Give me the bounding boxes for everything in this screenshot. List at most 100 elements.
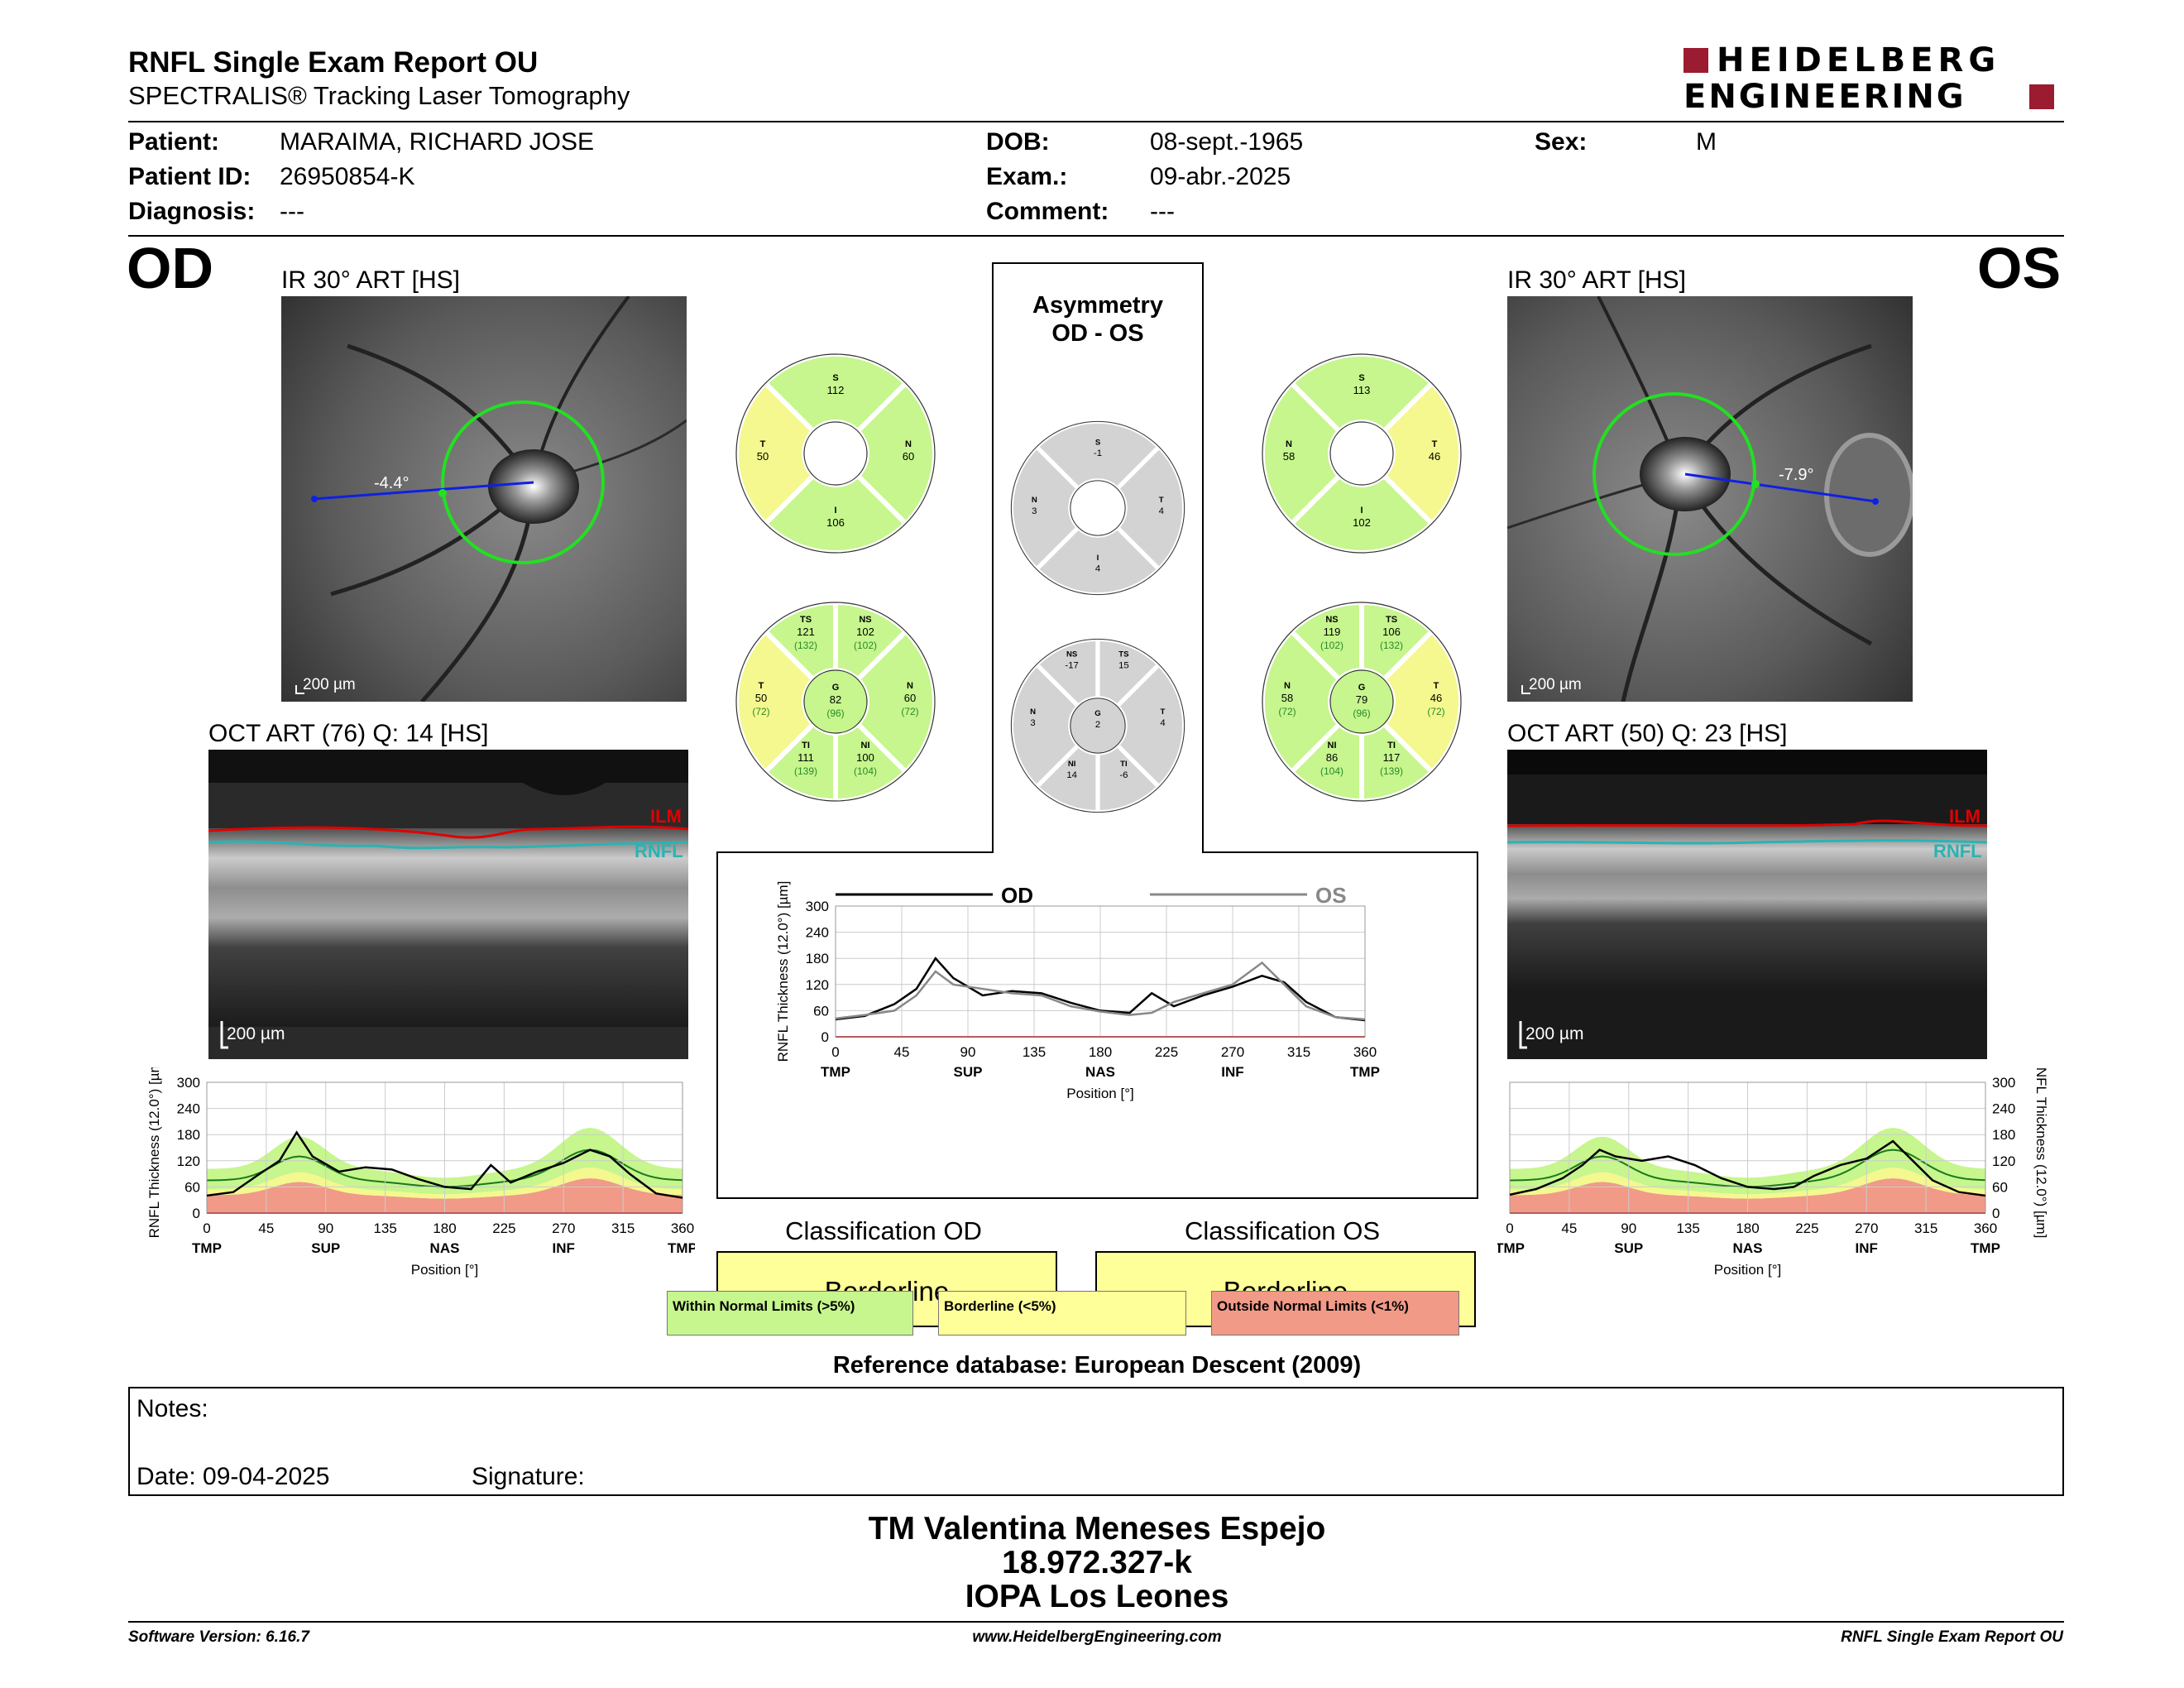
os-quad-sector-t-value: 46 <box>1429 450 1440 463</box>
od-oct-scale: 200 µm <box>227 1024 285 1043</box>
asym-detail-sector-n-label: N <box>1030 707 1036 717</box>
comment-value: --- <box>1150 198 1175 225</box>
od-chart-xaxis-label: Position [°] <box>411 1262 478 1278</box>
os-chart-xtick-label: 135 <box>1676 1220 1699 1236</box>
os-chart-xaxis-label: Position [°] <box>1714 1262 1781 1278</box>
od-quad-sector-t-value: 50 <box>757 450 769 463</box>
os-chart-ytick-label: 0 <box>1992 1206 2000 1221</box>
asym-quad-sector-s-label: S <box>1095 438 1101 447</box>
od-chart-region-label: INF <box>553 1240 575 1256</box>
od-chart-xtick-label: 180 <box>433 1220 456 1236</box>
os-detail-sector-ni-normal: (104) <box>1320 765 1343 777</box>
notes-box[interactable]: Notes: Date: 09-04-2025 Signature: <box>128 1387 2064 1496</box>
os-ir-label: IR 30° ART [HS] <box>1507 266 1686 294</box>
os-detail-sector-g-label: G <box>1358 683 1366 693</box>
od-chart-xtick-label: 0 <box>203 1220 210 1236</box>
asym-detail-sector-ts-label: TS <box>1118 650 1129 659</box>
asym-detail-sector-ns-value: -17 <box>1065 660 1078 670</box>
asym-quad-sector-n-label: N <box>1032 496 1037 505</box>
asymmetry-title: Asymmetry OD - OS <box>993 291 1203 348</box>
asym-quad-center <box>1070 480 1126 536</box>
logo-text-bottom: ENGINEERING <box>1684 78 1966 116</box>
comment-label: Comment: <box>986 198 1109 225</box>
cmp-chart-legend-label-od: OD <box>1001 883 1033 908</box>
asym-detail-sector-ti-value: -6 <box>1119 770 1128 780</box>
od-detail-sector-g[interactable] <box>803 669 868 734</box>
compare-thickness-chart[interactable]: 0 60 120 180 240 300 0 45 90 135 180 225 270 315 360 TM… <box>745 869 1390 1142</box>
od-chart-ytick-label: 120 <box>177 1153 200 1169</box>
od-detail-sector-t-normal: (72) <box>752 706 769 717</box>
os-chart-xtick-label: 45 <box>1561 1220 1577 1236</box>
os-quad-sector-n-value: 58 <box>1283 450 1295 463</box>
asym-detail-sector-ni-value: 14 <box>1066 770 1077 780</box>
os-detail-sector-g[interactable] <box>1329 669 1394 734</box>
od-ilm-tag: ILM <box>650 806 682 827</box>
cmp-chart-ytick-label: 240 <box>806 925 829 941</box>
os-chart-xtick-label: 360 <box>1974 1220 1997 1236</box>
os-chart-plot-frame <box>1509 1081 1986 1214</box>
od-rnfl-tag: RNFL <box>635 841 683 861</box>
asym-detail-sector-g[interactable] <box>1070 698 1126 754</box>
footer-website[interactable]: www.HeidelbergEngineering.com <box>972 1628 1222 1646</box>
od-detail-sector-ti-normal: (139) <box>794 765 817 777</box>
os-detail-sector-ti-label: TI <box>1387 741 1396 750</box>
os-rnfl-tag: RNFL <box>1933 841 1982 861</box>
od-detail-sector-ti-label: TI <box>802 741 810 750</box>
os-fundus-drawing: -7.9° 200 µm <box>1507 296 1913 702</box>
os-oct-image[interactable]: ILM RNFL 200 µm <box>1507 750 1987 1059</box>
asym-detail-sector-ti-label: TI <box>1120 760 1128 769</box>
cmp-chart-ytick-label: 60 <box>813 1003 829 1019</box>
od-chart-yaxis-label: RNFL Thickness (12.0°) [µm] <box>146 1067 162 1238</box>
reference-database: Reference database: European Descent (20… <box>832 1352 1362 1379</box>
od-thickness-chart[interactable]: 0 60 120 180 240 300 0 45 90 135 180 225 270 315 360 TM… <box>132 1067 695 1316</box>
od-fundus-image[interactable]: -4.4° 200 µm <box>281 296 687 702</box>
od-ir-label: IR 30° ART [HS] <box>281 266 460 294</box>
os-fundus-image[interactable]: -7.9° 200 µm <box>1507 296 1913 702</box>
os-detail-sector-g-value: 79 <box>1356 693 1367 706</box>
os-chart-xtick-label: 180 <box>1736 1220 1759 1236</box>
od-chart-region-label: TMP <box>192 1240 222 1256</box>
od-chart-xtick-label: 45 <box>258 1220 274 1236</box>
report-title: RNFL Single Exam Report OU <box>128 46 539 79</box>
os-quad-sector-i-value: 102 <box>1353 516 1371 529</box>
os-quad-outline <box>1262 353 1462 554</box>
od-fundus-drawing: -4.4° 200 µm <box>281 296 687 702</box>
logo-square-top <box>1684 48 1708 73</box>
od-chart-xtick-label: 90 <box>318 1220 333 1236</box>
od-detail-sector-ts-normal: (132) <box>794 640 817 651</box>
os-chart-region-label: TMP <box>1971 1240 2000 1256</box>
od-detail-sector-ns-label: NS <box>859 615 871 625</box>
footer-version: Software Version: 6.16.7 <box>128 1628 309 1646</box>
asym-detail-sector-g-label: G <box>1094 709 1100 718</box>
os-detail-sector-ts-normal: (132) <box>1380 640 1403 651</box>
os-detail-outline <box>1262 602 1462 802</box>
os-oct-drawing: ILM RNFL 200 µm <box>1507 750 1987 1059</box>
od-oct-image[interactable]: ILM RNFL 200 µm <box>208 750 688 1059</box>
diagnosis-label: Diagnosis: <box>128 198 256 225</box>
cmp-chart-xtick-label: 0 <box>831 1044 839 1060</box>
dob-label: DOB: <box>986 128 1050 156</box>
report-subtitle: SPECTRALIS® Tracking Laser Tomography <box>128 81 630 110</box>
sex-value: M <box>1696 128 1717 156</box>
cmp-chart-region-label: SUP <box>954 1064 983 1080</box>
od-chart-xtick-label: 315 <box>611 1220 635 1236</box>
logo-square-bottom <box>2029 84 2054 109</box>
os-thickness-chart[interactable]: 0 60 120 180 240 300 0 45 90 135 180 225 270 315 360 TM… <box>1497 1067 2060 1316</box>
sex-label: Sex: <box>1535 128 1588 156</box>
os-detail-sector-ts-label: TS <box>1386 615 1397 625</box>
os-chart-yaxis-label: RNFL Thickness (12.0°) [µm] <box>2033 1067 2049 1238</box>
os-chart-ytick-label: 120 <box>1992 1153 2015 1169</box>
cmp-chart-ytick-label: 300 <box>806 899 829 914</box>
cmp-chart-region-label: INF <box>1221 1064 1243 1080</box>
os-oct-label: OCT ART (50) Q: 23 [HS] <box>1507 720 1788 747</box>
os-chart-ytick-label: 240 <box>1992 1101 2015 1117</box>
od-detail-sector-n-label: N <box>907 681 913 691</box>
header-divider <box>128 121 2064 122</box>
od-quad-center <box>803 421 868 486</box>
